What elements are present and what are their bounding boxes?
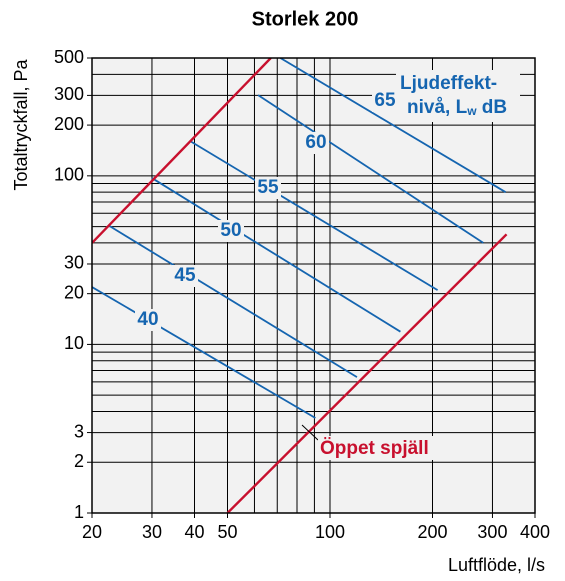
label-bg	[318, 436, 440, 460]
x-tick-label: 100	[315, 522, 345, 542]
annotation: Ljudeffekt-	[400, 73, 497, 94]
annotation-sub: w	[466, 104, 477, 118]
x-tick-label: 30	[142, 522, 162, 542]
line	[92, 286, 316, 419]
x-tick-label: 20	[82, 522, 102, 542]
line	[151, 177, 401, 333]
line-label: 55	[257, 177, 279, 198]
x-tick-label: 400	[520, 522, 550, 542]
label-bg	[372, 90, 398, 112]
y-tick-label: 300	[54, 84, 84, 104]
line	[226, 233, 508, 513]
y-tick-label: 3	[74, 421, 84, 441]
x-tick-label: 40	[184, 522, 204, 542]
line-label: 50	[220, 220, 241, 241]
y-tick-label: 500	[54, 47, 84, 67]
plot-area	[92, 58, 535, 513]
lines	[92, 58, 508, 513]
y-tick-label: 1	[74, 502, 84, 522]
y-tick-label: 100	[54, 165, 84, 185]
label-bg	[303, 132, 329, 154]
y-tick-label: 20	[64, 282, 84, 302]
annotation-text: dB	[477, 97, 508, 118]
label-bg	[135, 309, 161, 331]
line	[107, 224, 358, 378]
y-tick-label: 2	[74, 451, 84, 471]
label-bg	[218, 220, 244, 242]
line	[279, 58, 507, 193]
x-tick-label: 50	[217, 522, 237, 542]
y-tick-label: 30	[64, 253, 84, 273]
annotation-bg	[396, 70, 520, 122]
line	[92, 58, 272, 244]
line-label: 65	[374, 90, 396, 111]
line-label: Öppet spjäll	[320, 438, 429, 459]
line-label: 60	[305, 132, 326, 153]
line	[189, 140, 439, 291]
label-bg	[172, 265, 198, 287]
annotation: nivå, Lw dB	[407, 97, 507, 118]
leader-line	[301, 424, 319, 441]
x-tick-label: 200	[417, 522, 447, 542]
annotation-text: nivå, L	[407, 97, 468, 118]
x-tick-label: 300	[477, 522, 507, 542]
plot-frame	[91, 57, 536, 514]
x-axis-label: Luftflöde, l/s	[448, 555, 545, 575]
line-label: 40	[137, 309, 158, 330]
y-axis-label: Totaltryckfall, Pa	[11, 58, 31, 190]
labels: 40 45 50 55 60 65 Öppet spjäll Ljudeffekt-nivå,…	[135, 70, 520, 460]
y-tick-label: 200	[54, 114, 84, 134]
line	[257, 94, 484, 244]
chart-title: Storlek 200	[252, 8, 359, 30]
y-tick-label: 10	[64, 333, 84, 353]
line-label: 45	[174, 265, 196, 286]
label-bg	[255, 177, 281, 199]
